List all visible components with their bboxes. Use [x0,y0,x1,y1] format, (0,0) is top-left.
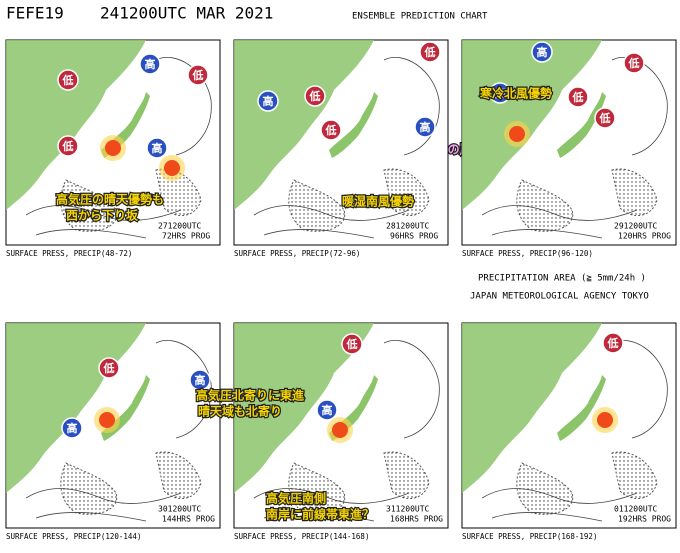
chart-time: 241200UTC MAR 2021 [100,4,273,23]
sun-icon [327,417,353,443]
pressure-label: 低 [346,337,358,351]
pressure-label: 低 [628,56,640,70]
pressure-center [316,399,338,421]
pressure-center [304,85,326,107]
forecast-stamp: 281200UTC [386,222,430,231]
forecast-stamp: 168HRS PROG [390,515,443,524]
pressure-label: 低 [103,361,115,375]
pressure-center [414,116,436,138]
annotation: 西から下り坂 [66,208,139,223]
forecast-panel: 低低低高高高気圧の晴天優勢も西から下り坂271200UTC72HRS PROGS… [5,39,221,258]
annotation: 暖湿南風優勢 [342,194,414,209]
chart-code: FEFE19 [6,4,64,23]
pressure-label: 高 [152,141,163,155]
pressure-label: 高 [322,403,333,417]
map-background [233,39,449,246]
pressure-label: 高 [495,86,506,100]
legend-precip: PRECIPITATION AREA (≧ 5mm/24h ) [478,274,646,284]
stamp-box [384,218,446,243]
forecast-stamp: 301200UTC [158,505,202,514]
forecast-stamp: 271200UTC [158,222,202,231]
pressure-label: 高 [263,94,274,108]
panel-caption: SURFACE PRESS, PRECIP(96-120) [462,249,593,258]
legend-agency: JAPAN METEOROLOGICAL AGENCY TOKYO [470,292,649,302]
forecast-stamp: 144HRS PROG [162,515,215,524]
pressure-center [139,53,161,75]
panel-caption: SURFACE PRESS, PRECIP(168-192) [462,532,597,541]
forecast-panel: 高低低低高暖湿南風優勢281200UTC96HRS PROGSURFACE PR… [233,39,449,258]
pressure-label: 低 [325,123,337,137]
pressure-label: 低 [599,111,611,125]
pressure-center [61,417,83,439]
annotation: 寒冷北風優勢 [479,86,552,101]
pressure-center [189,369,211,391]
panel-caption: SURFACE PRESS, PRECIP(72-96) [234,249,360,258]
pressure-center [567,86,589,108]
sun-icon [504,121,530,147]
panel-caption: SURFACE PRESS, PRECIP(120-144) [6,532,141,541]
panel-caption: SURFACE PRESS, PRECIP(144-168) [234,532,369,541]
forecast-stamp: 192HRS PROG [618,515,671,524]
pressure-label: 高 [420,120,431,134]
sun-icon [100,135,126,161]
panel-caption: SURFACE PRESS, PRECIP(48-72) [6,249,132,258]
annotation: 高気圧南側 [266,491,326,506]
pressure-label: 低 [572,90,584,104]
annotation: 高気圧北寄りに東進 [196,388,305,403]
pressure-label: 低 [62,139,74,153]
forecast-stamp: 011200UTC [614,505,658,514]
sun-icon [592,407,618,433]
pressure-label: 低 [424,45,436,59]
pressure-label: 低 [607,336,619,350]
pressure-center [623,52,645,74]
forecast-stamp: 311200UTC [386,505,430,514]
pressure-center [98,357,120,379]
sun-icon [94,407,120,433]
pressure-label: 高 [67,421,78,435]
stamp-box [612,501,674,526]
pressure-center [531,41,553,63]
chart-title: ENSEMBLE PREDICTION CHART [352,12,488,22]
pressure-label: 高 [195,373,206,387]
sun-icon [159,155,185,181]
stamp-box [612,218,674,243]
annotation: 高気圧の晴天優勢も [56,192,164,207]
forecast-stamp: 291200UTC [614,222,658,231]
pressure-label: 高 [537,45,548,59]
pressure-center [341,333,363,355]
annotation: 晴天域も北寄り [198,404,282,419]
pressure-label: 低 [62,73,74,87]
forecast-stamp: 120HRS PROG [618,232,671,241]
map-background [461,322,677,529]
pressure-label: 低 [192,68,204,82]
map-background [461,39,677,246]
pressure-label: 低 [309,89,321,103]
pressure-center [320,119,342,141]
pressure-center [602,332,624,354]
pressure-center [257,90,279,112]
forecast-stamp: 72HRS PROG [162,232,210,241]
pressure-center [187,64,209,86]
pressure-center [146,137,168,159]
pressure-label: 高 [145,57,156,71]
pressure-center [57,69,79,91]
annotation: 南岸に前線帯東進？ [266,507,374,522]
pressure-center [57,135,79,157]
forecast-stamp: 96HRS PROG [390,232,438,241]
pressure-center [594,107,616,129]
pressure-center [489,82,511,104]
stamp-box [384,501,446,526]
stamp-box [156,501,218,526]
stamp-box [156,218,218,243]
pressure-center [419,41,441,63]
